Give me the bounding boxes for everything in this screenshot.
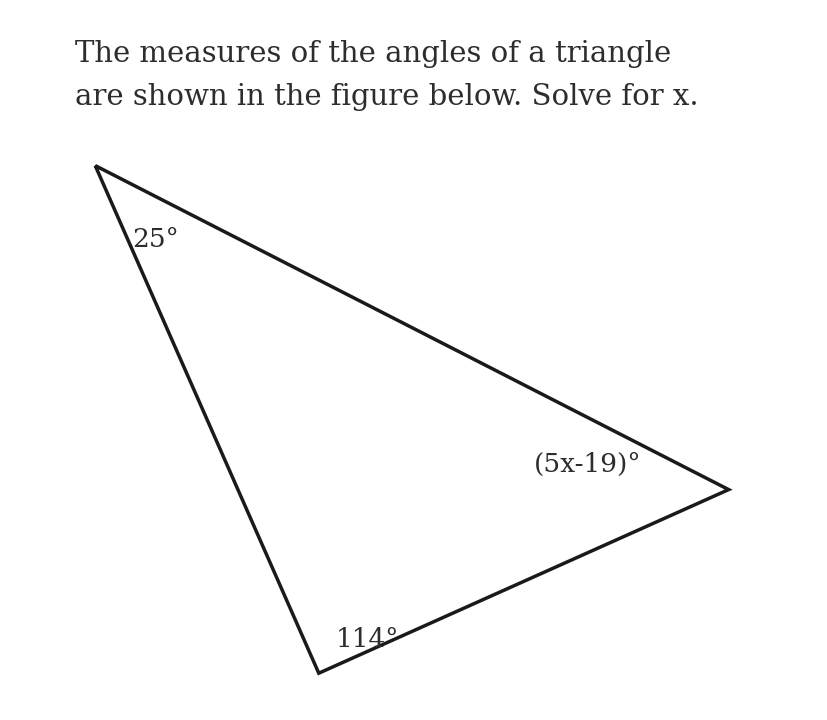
Text: 25°: 25° [132, 227, 179, 252]
Text: 114°: 114° [335, 626, 399, 652]
Text: (5x-19)°: (5x-19)° [533, 452, 641, 477]
Text: are shown in the figure below. Solve for x.: are shown in the figure below. Solve for… [74, 83, 697, 111]
Text: The measures of the angles of a triangle: The measures of the angles of a triangle [74, 40, 670, 68]
